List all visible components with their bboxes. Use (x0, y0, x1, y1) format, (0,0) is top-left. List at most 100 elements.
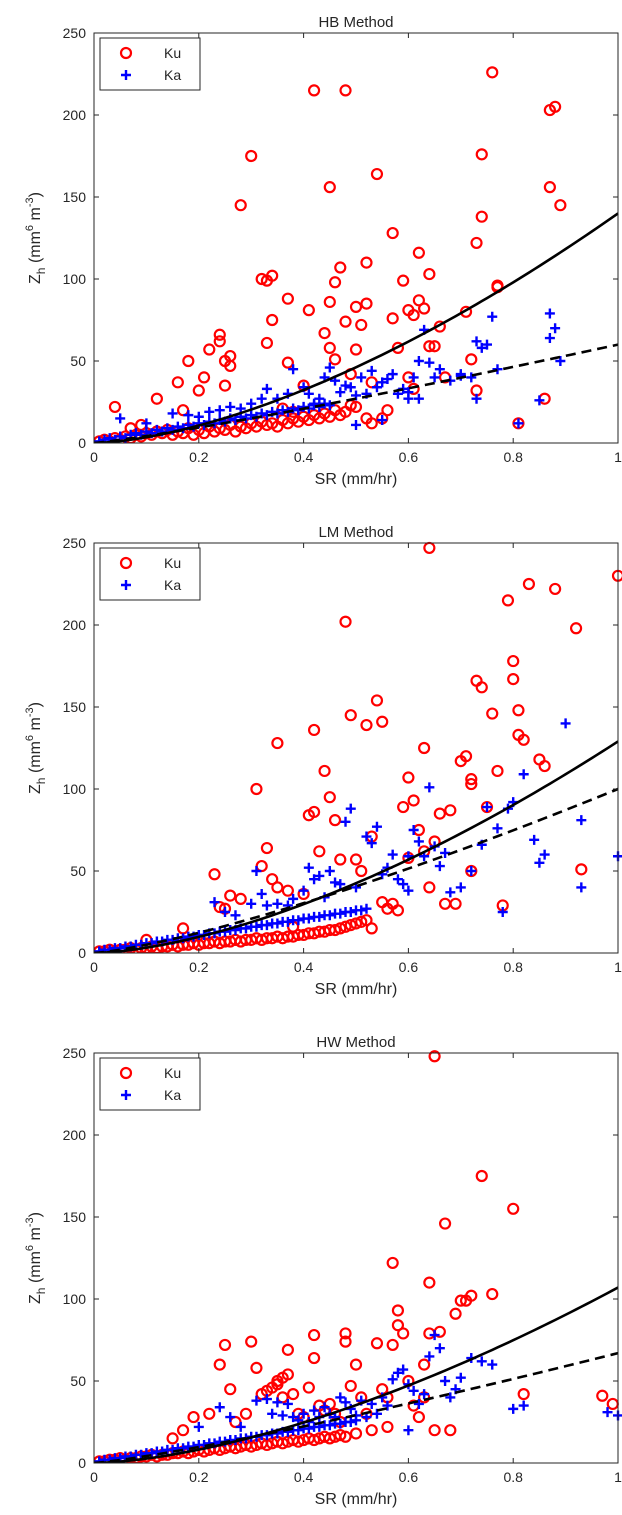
data-point-ka (424, 1351, 435, 1362)
x-axis-label: SR (mm/hr) (315, 981, 398, 998)
data-point-ka (209, 897, 220, 908)
data-point-ka (298, 885, 309, 896)
x-tick-label: 0.6 (399, 1469, 419, 1485)
data-point-ka (497, 907, 508, 917)
data-point-ka (424, 782, 435, 793)
data-point-ka (319, 1402, 330, 1413)
data-point-ku (344, 1379, 357, 1393)
y-tick-label: 50 (70, 353, 86, 369)
data-point-ka (492, 364, 503, 375)
data-point-ka (371, 821, 382, 832)
data-point-ku (522, 577, 536, 591)
data-point-ka (371, 382, 382, 393)
y-tick-label: 200 (63, 107, 87, 123)
data-point-ka (335, 1392, 346, 1403)
data-point-ku (339, 1327, 352, 1340)
data-point-ku (234, 892, 247, 905)
legend: Ku Ka (99, 547, 201, 601)
data-point-ku (250, 1361, 263, 1374)
data-point-ku (281, 356, 294, 369)
data-point-ka (293, 915, 304, 926)
data-point-ku (339, 920, 352, 933)
data-point-ku (386, 1338, 399, 1352)
x-tick-label: 0.8 (503, 959, 523, 975)
data-point-ka (508, 1403, 519, 1414)
data-point-ku (397, 274, 410, 287)
data-point-ku (365, 1424, 378, 1437)
data-point-ku (391, 1304, 405, 1317)
data-point-ku (376, 715, 389, 728)
data-point-ku (328, 923, 342, 937)
data-point-ku (255, 272, 268, 286)
data-point-ka (455, 1372, 466, 1383)
data-point-ka (335, 879, 346, 890)
data-point-ku (281, 884, 294, 897)
data-point-ka (534, 857, 545, 868)
data-point-ka (130, 428, 141, 439)
data-point-ku (328, 276, 342, 289)
data-point-ku (501, 594, 515, 607)
data-point-ka (183, 410, 194, 421)
data-point-ka (534, 395, 545, 406)
data-point-ka (141, 418, 152, 429)
data-point-ku (454, 1294, 467, 1307)
data-point-ku (307, 84, 321, 97)
data-point-ku (433, 807, 446, 820)
data-point-ku (344, 919, 357, 932)
data-point-ku (328, 814, 342, 827)
y-tick-label: 0 (78, 945, 86, 961)
x-tick-label: 0.8 (503, 1469, 523, 1485)
data-point-ka (282, 916, 293, 927)
data-point-ku (334, 261, 347, 274)
data-point-ka (408, 372, 419, 383)
x-tick-label: 0 (90, 1469, 98, 1485)
data-point-ka (288, 893, 299, 904)
y-tick-label: 0 (78, 435, 86, 451)
x-tick-label: 0 (90, 959, 98, 975)
data-point-ka (408, 1385, 419, 1396)
legend: Ku Ka (99, 37, 201, 91)
y-tick-label: 150 (63, 699, 87, 715)
data-point-ka (471, 393, 482, 404)
data-point-ka (392, 1367, 403, 1378)
legend-label-ku: Ku (164, 45, 181, 61)
data-point-ku (203, 1407, 216, 1420)
data-point-ku (465, 353, 478, 366)
data-point-ka (445, 1392, 456, 1403)
data-point-ku (307, 1328, 321, 1342)
data-point-ku (423, 267, 436, 281)
x-tick-label: 0.4 (294, 1469, 314, 1485)
x-tick-label: 0.4 (294, 449, 314, 465)
data-point-ku (412, 294, 425, 307)
data-point-ka (518, 1400, 529, 1411)
data-point-ku (507, 654, 520, 668)
data-point-ku (486, 66, 499, 79)
data-point-ku (187, 1410, 200, 1424)
data-point-ku (475, 148, 488, 161)
y-tick-label: 250 (63, 1045, 87, 1061)
y-tick-label: 50 (70, 1373, 86, 1389)
data-point-ku (176, 1424, 190, 1437)
data-point-ku (370, 694, 384, 707)
data-point-ka (309, 1405, 320, 1416)
data-point-ka (576, 882, 587, 893)
data-point-ka (246, 398, 257, 409)
x-axis-label: SR (mm/hr) (315, 471, 398, 488)
data-point-ku (465, 773, 478, 786)
data-point-ka (366, 838, 377, 849)
data-point-ka (413, 393, 424, 404)
data-point-ku (182, 354, 195, 368)
data-point-ku (381, 1420, 394, 1434)
data-point-ka (251, 921, 262, 932)
data-point-ku (465, 1289, 478, 1302)
data-point-ku (266, 873, 279, 886)
data-point-ka (272, 1397, 283, 1408)
data-point-ka (314, 911, 325, 922)
data-point-ka (356, 905, 367, 916)
data-point-ku (418, 741, 431, 755)
data-point-ku (507, 673, 520, 686)
data-point-ku (218, 379, 232, 392)
data-point-ka (225, 401, 236, 412)
y-axis-label: Zh (mm6 m-3) (24, 702, 48, 794)
plot-marks (94, 1050, 622, 1463)
